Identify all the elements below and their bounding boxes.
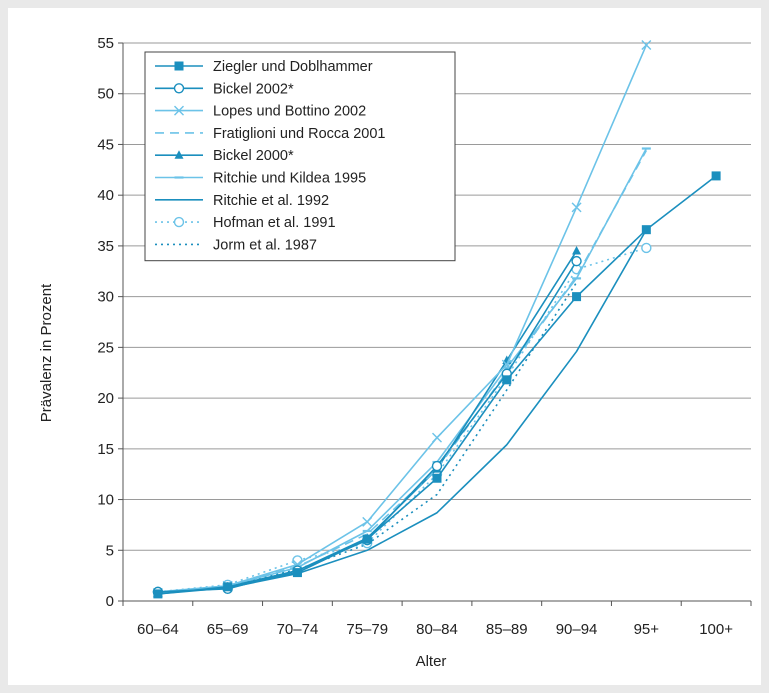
x-axis-title: Alter bbox=[416, 653, 447, 670]
legend-label: Jorm et al. 1987 bbox=[213, 237, 317, 253]
legend-label: Bickel 2000* bbox=[213, 148, 294, 164]
data-point bbox=[641, 40, 652, 51]
chart-panel: 0 5 10 15 20 25 30 35 40 45 50 55 60–64 65–69 70–74 75–… bbox=[8, 8, 761, 685]
x-tick-label: 80–84 bbox=[416, 621, 458, 638]
y-tick-label: 45 bbox=[97, 136, 114, 153]
y-tick-label: 55 bbox=[97, 35, 114, 52]
legend-marker bbox=[173, 216, 185, 228]
legend-entry: Ziegler und Doblhammer bbox=[155, 59, 373, 75]
data-point bbox=[432, 432, 442, 443]
data-point bbox=[502, 375, 512, 385]
legend-label: Ziegler und Doblhammer bbox=[213, 59, 373, 75]
y-tick-label: 50 bbox=[97, 86, 114, 103]
x-tick-label: 90–94 bbox=[556, 621, 598, 638]
legend-marker bbox=[173, 83, 185, 94]
data-point bbox=[641, 242, 652, 254]
legend-entry: Ritchie et al. 1992 bbox=[155, 193, 329, 209]
axes: 0 5 10 15 20 25 30 35 40 45 50 55 60–64 65–69 70–74 75–… bbox=[97, 35, 752, 638]
x-tick-label: 70–74 bbox=[277, 621, 319, 638]
legend-entry: Fratiglioni und Rocca 2001 bbox=[155, 126, 386, 142]
y-tick-label: 35 bbox=[97, 238, 114, 255]
data-point bbox=[641, 225, 651, 235]
series-6 bbox=[157, 229, 648, 595]
legend-label: Ritchie und Kildea 1995 bbox=[213, 171, 366, 187]
data-point bbox=[153, 589, 163, 599]
legend-entry: Jorm et al. 1987 bbox=[155, 237, 317, 253]
x-tick-label: 85–89 bbox=[486, 621, 528, 638]
legend: Ziegler und Doblhammer Bickel 2002* Lopes … bbox=[144, 51, 456, 262]
x-tick-label: 65–69 bbox=[207, 621, 249, 638]
data-point bbox=[572, 292, 582, 302]
legend-label: Bickel 2002* bbox=[213, 81, 294, 97]
y-tick-label: 15 bbox=[97, 441, 114, 458]
legend-entry: Bickel 2002* bbox=[155, 81, 294, 97]
legend-marker bbox=[174, 61, 184, 71]
data-point bbox=[223, 582, 233, 592]
y-axis-title: Prävalenz in Prozent bbox=[38, 283, 55, 422]
data-point bbox=[431, 460, 443, 472]
line-chart: 0 5 10 15 20 25 30 35 40 45 50 55 60–64 65–69 70–74 75–… bbox=[38, 35, 752, 670]
legend-marker bbox=[174, 150, 184, 159]
legend-label: Hofman et al. 1991 bbox=[213, 215, 336, 231]
data-point bbox=[362, 516, 373, 527]
data-point bbox=[711, 171, 721, 181]
data-point bbox=[572, 245, 582, 255]
legend-label: Fratiglioni und Rocca 2001 bbox=[213, 126, 386, 142]
x-tick-label: 100+ bbox=[699, 621, 733, 638]
x-tick-label: 60–64 bbox=[137, 621, 179, 638]
series-0 bbox=[153, 171, 721, 599]
series-lines bbox=[152, 40, 721, 599]
legend-label: Lopes und Bottino 2002 bbox=[213, 104, 366, 120]
legend-label: Ritchie et al. 1992 bbox=[213, 193, 329, 209]
legend-entry: Hofman et al. 1991 bbox=[155, 215, 336, 231]
legend-box bbox=[144, 51, 456, 262]
data-point bbox=[362, 534, 372, 544]
x-tick-label: 75–79 bbox=[346, 621, 388, 638]
y-tick-label: 5 bbox=[106, 542, 114, 559]
y-tick-label: 20 bbox=[97, 390, 114, 407]
legend-entry: Ritchie und Kildea 1995 bbox=[155, 171, 366, 187]
y-tick-label: 0 bbox=[106, 593, 114, 610]
data-point bbox=[571, 202, 582, 213]
y-tick-label: 30 bbox=[97, 289, 114, 306]
legend-entry: Bickel 2000* bbox=[155, 148, 294, 164]
y-tick-label: 40 bbox=[97, 187, 114, 204]
y-tick-label: 10 bbox=[97, 492, 114, 509]
legend-marker bbox=[174, 105, 184, 116]
series-line bbox=[157, 229, 648, 595]
y-tick-label: 25 bbox=[97, 339, 114, 356]
series-line bbox=[157, 44, 648, 594]
data-point bbox=[432, 473, 442, 483]
data-point bbox=[571, 255, 582, 267]
legend-entry: Lopes und Bottino 2002 bbox=[155, 104, 366, 120]
data-point bbox=[292, 568, 302, 578]
x-tick-label: 95+ bbox=[634, 621, 660, 638]
